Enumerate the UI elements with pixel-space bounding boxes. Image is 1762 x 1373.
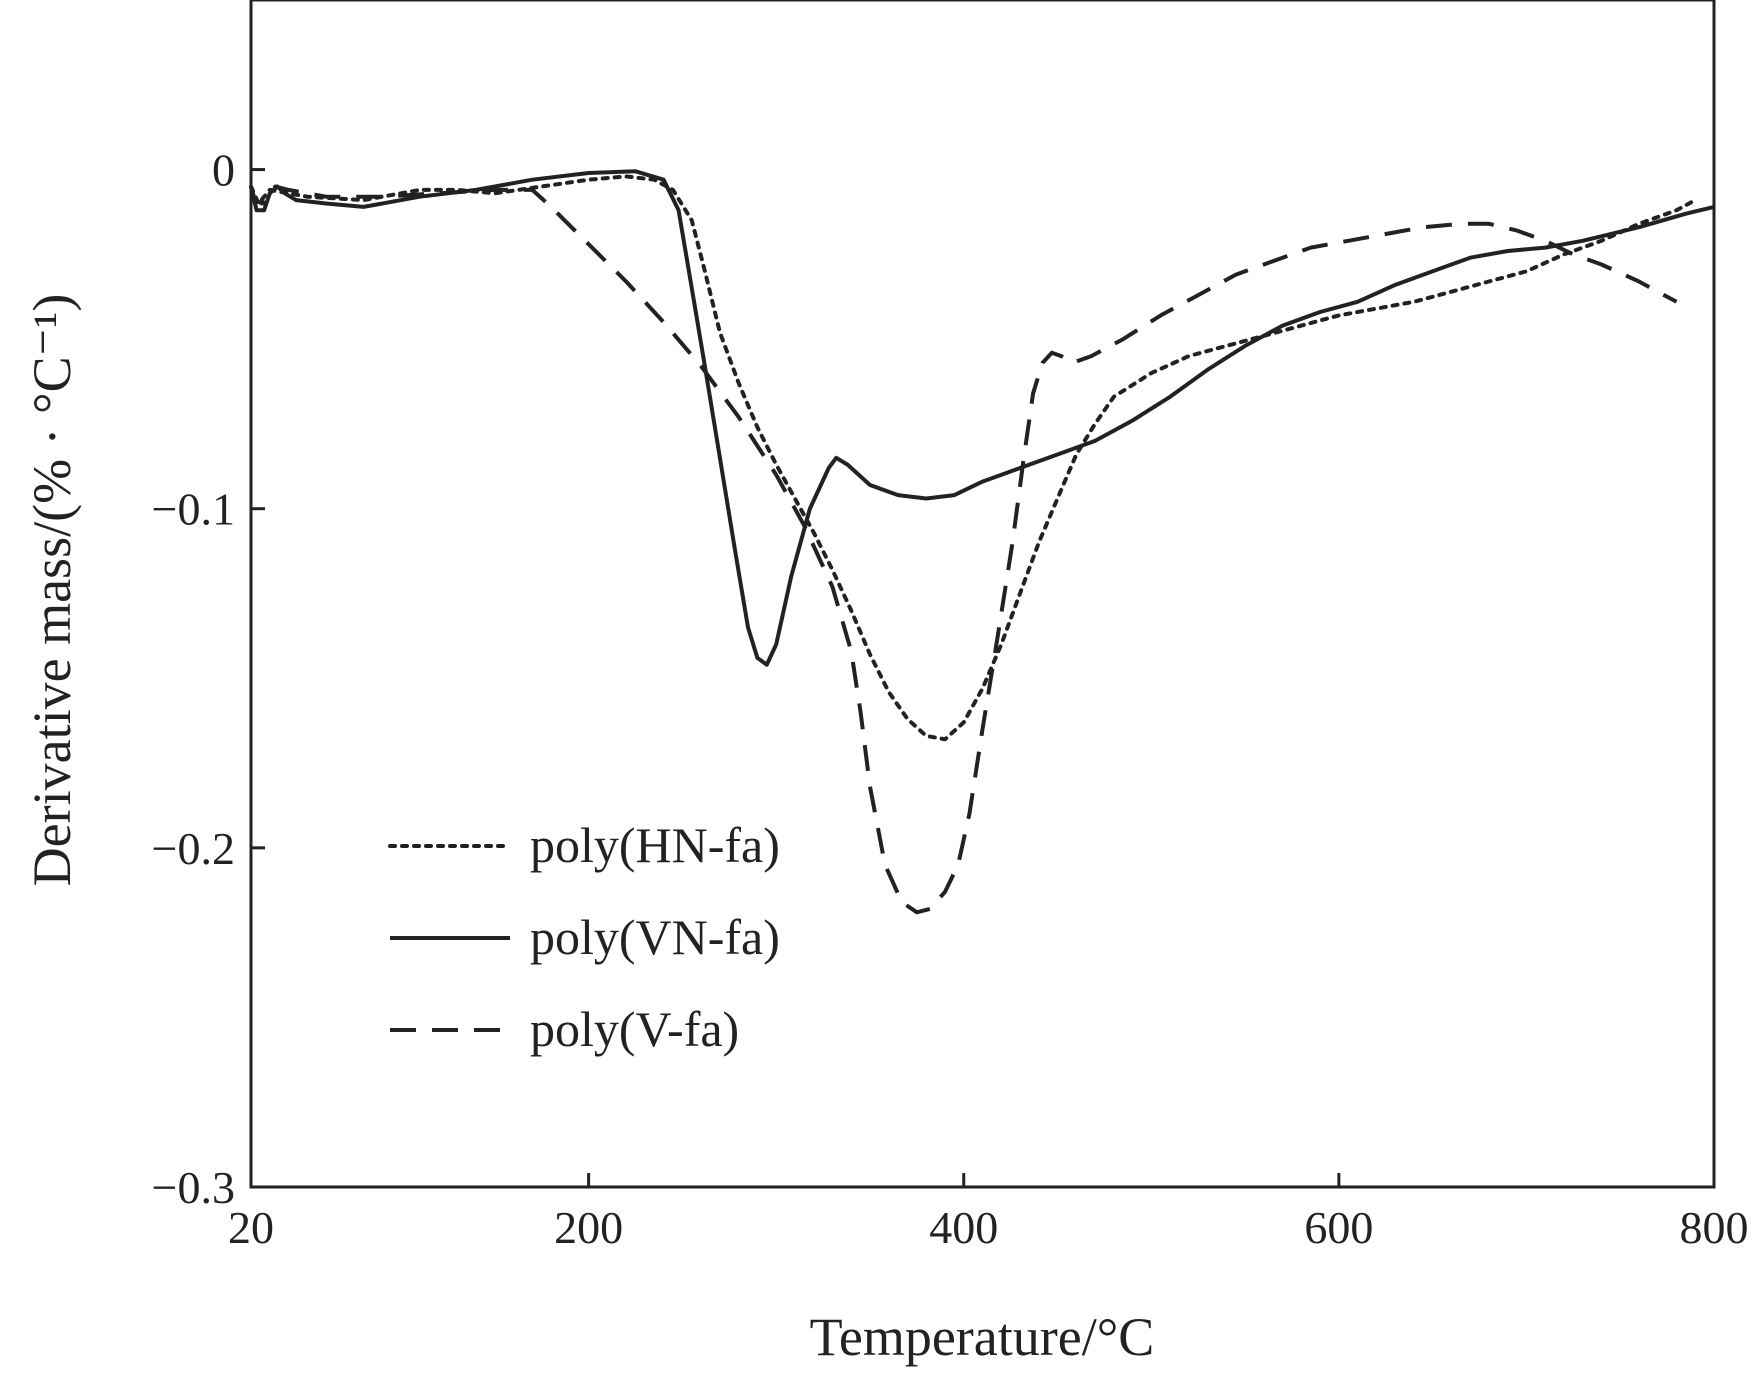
x-tick-label: 20 [228,1202,274,1253]
series-line-2 [249,169,1715,667]
series-line-1 [249,174,1698,742]
x-tick-label: 400 [929,1202,998,1253]
y-tick-label: 0 [212,145,235,196]
legend: poly(HN-fa) poly(VN-fa) poly(V-fa) [388,817,780,1057]
x-tick-label: 800 [1680,1202,1749,1253]
axis-ticks: 20 200 400 600 800 0 −0.1 −0.2 −0.3 [152,145,1749,1253]
plot-frame [249,0,1716,1189]
series-line-3 [249,184,1678,915]
legend-label-3: poly(V-fa) [530,1001,739,1057]
y-tick-label: −0.3 [152,1162,235,1213]
y-axis-title: Derivative mass/(% · °C⁻¹) [22,294,82,887]
x-axis-title: Temperature/°C [810,1307,1155,1367]
y-tick-label: −0.2 [152,823,235,874]
legend-label-1: poly(HN-fa) [530,817,780,873]
legend-label-2: poly(VN-fa) [530,909,780,965]
y-tick-label: −0.1 [152,484,235,535]
x-tick-label: 600 [1304,1202,1373,1253]
series-layer [249,169,1715,915]
x-tick-label: 200 [554,1202,623,1253]
